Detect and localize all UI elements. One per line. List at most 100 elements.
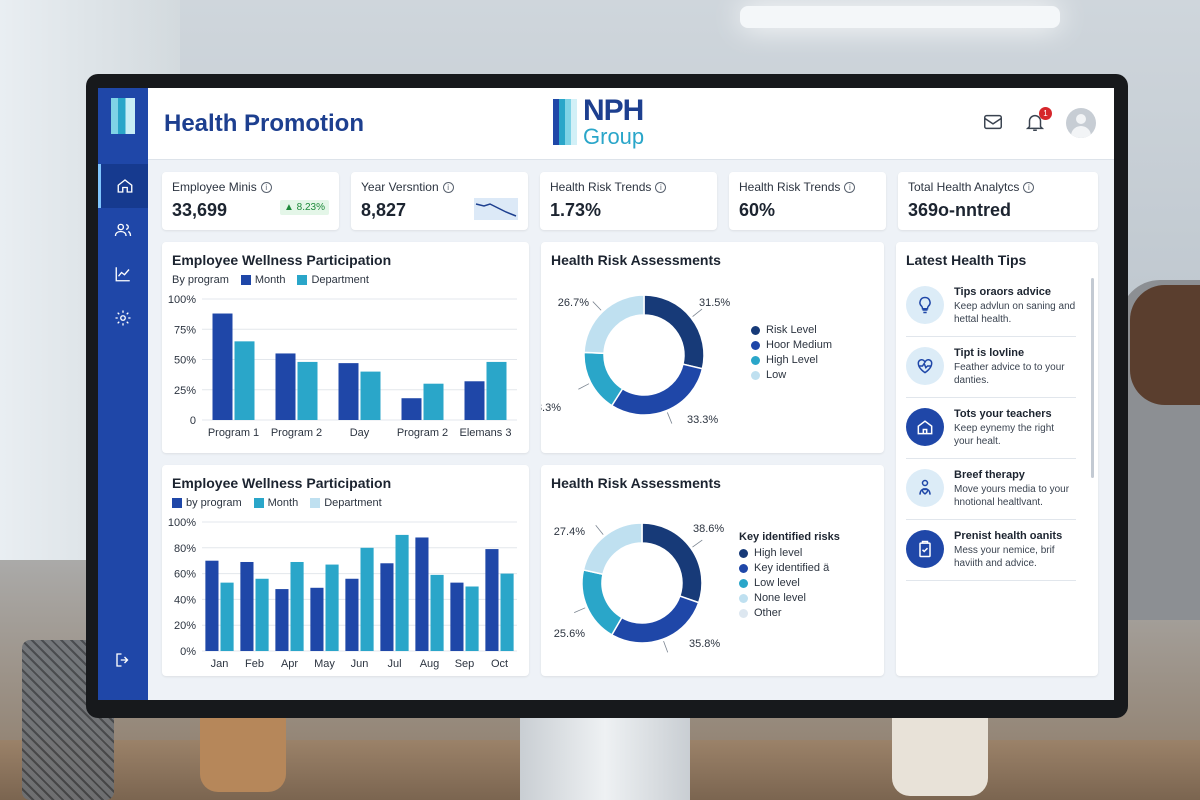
- legend-label: by program: [186, 497, 242, 509]
- slice-label: 18.3%: [541, 402, 561, 414]
- sparkline: [474, 198, 518, 220]
- wellness-participation-panel-1: 100% 75% 50% 25% 0 Program 1 Program 2 Day Progr…: [162, 242, 529, 453]
- house-icon: [906, 408, 944, 446]
- kpi-label: Health Risk Trends: [739, 180, 841, 194]
- bar-chart-1: 100% 75% 50% 25% 0 Program 1 Program 2 Day Progr…: [168, 294, 517, 439]
- kpi-label: Total Health Analytcs: [908, 180, 1020, 194]
- tip-item[interactable]: Tots your teachers Keep eynemy the right …: [906, 398, 1076, 459]
- tip-title: Breef therapy: [954, 469, 1025, 481]
- kpi-card-total-analytics: Total Health Analytcs i 369o-nntred: [898, 172, 1098, 230]
- brand-mark-icon: [553, 99, 577, 145]
- info-icon[interactable]: i: [655, 181, 667, 193]
- legend-dot: [739, 593, 748, 603]
- legend-item: Risk Level: [751, 324, 832, 336]
- tips-scrollbar[interactable]: [1091, 278, 1094, 478]
- info-icon[interactable]: i: [260, 181, 272, 193]
- y-tick-label: 60%: [174, 569, 196, 581]
- avatar[interactable]: [1066, 108, 1096, 138]
- sidebar-item-users[interactable]: [98, 208, 148, 252]
- kpi-label-row: Year Versntion i: [361, 180, 518, 194]
- sparkline-chart: [475, 203, 517, 217]
- tip-item[interactable]: Prenist health oanits Mess your nemice, b…: [906, 520, 1076, 581]
- y-tick-label: 0%: [180, 646, 196, 658]
- legend-label: Month: [267, 497, 299, 509]
- bar: [360, 371, 381, 420]
- y-tick-label: 20%: [174, 620, 196, 632]
- chart-legend: By program Month Department: [172, 274, 519, 286]
- x-tick-label: Program 2: [397, 427, 448, 439]
- slice-label: 26.7%: [558, 297, 589, 309]
- sidebar-item-settings[interactable]: [98, 296, 148, 340]
- kpi-value: 369o-nntred: [908, 200, 1012, 220]
- home-icon: [117, 179, 132, 193]
- sidebar-item-home[interactable]: [98, 164, 148, 208]
- tip-body: Breef therapy Move yours media to your hn…: [954, 469, 1076, 509]
- messages-button[interactable]: [982, 111, 1006, 135]
- main-area: Health Promotion NPH Group 1: [148, 88, 1114, 700]
- info-icon[interactable]: i: [1023, 181, 1035, 193]
- legend-item: Month: [240, 274, 285, 286]
- info-icon[interactable]: i: [844, 181, 856, 193]
- legend-label: By program: [172, 274, 229, 286]
- brand-logo: NPH Group: [553, 96, 644, 148]
- bar: [255, 578, 269, 651]
- donut-slice: [583, 294, 645, 355]
- bell-icon: [1025, 114, 1045, 131]
- legend-swatch: [310, 498, 321, 508]
- legend-dot: [751, 325, 760, 335]
- logout-icon: [116, 653, 129, 667]
- donut-chart-1: 31.5% 33.3% 18.3% 26.7%: [541, 294, 730, 426]
- tip-item[interactable]: Breef therapy Move yours media to your hn…: [906, 459, 1076, 520]
- notifications-button[interactable]: 1: [1024, 107, 1052, 135]
- legend-dot: [751, 355, 760, 365]
- tip-text: Mess your nemice, brif haviith and advic…: [954, 545, 1055, 569]
- y-tick-label: 50%: [174, 355, 196, 367]
- tip-item[interactable]: Tipt is lovline Feather advice to to your…: [906, 337, 1076, 398]
- sidebar: [98, 88, 148, 700]
- tip-body: Tips oraors advice Keep advlun on saning …: [954, 286, 1076, 326]
- legend-swatch: [253, 498, 264, 508]
- legend-title: Key identified risks: [739, 531, 840, 543]
- x-tick-label: Jan: [211, 658, 229, 670]
- tip-item[interactable]: Tips oraors advice Keep advlun on saning …: [906, 276, 1076, 337]
- bar: [338, 363, 359, 420]
- tip-title: Tots your teachers: [954, 408, 1052, 420]
- person-heart-icon: [906, 469, 944, 507]
- background-person-head: [1130, 285, 1200, 405]
- inbox-icon: [984, 114, 1002, 130]
- donut-slice: [610, 595, 700, 644]
- tip-text: Keep advlun on saning and hettal health.: [954, 301, 1076, 325]
- bar: [486, 361, 507, 420]
- heartbeat-icon: [906, 347, 944, 385]
- slice-label: 35.8%: [689, 638, 720, 650]
- tip-body: Tots your teachers Keep eynemy the right …: [954, 408, 1076, 448]
- legend-dot: [739, 548, 748, 558]
- kpi-card-year: Year Versntion i 8,827: [351, 172, 528, 230]
- label-leader: [692, 539, 703, 548]
- info-icon[interactable]: i: [442, 181, 454, 193]
- x-tick-label: Aug: [420, 658, 440, 670]
- kpi-label: Year Versntion: [361, 180, 439, 194]
- bar: [345, 578, 359, 651]
- brand-text: NPH Group: [583, 96, 644, 148]
- page-title: Health Promotion: [164, 109, 365, 137]
- sidebar-item-logout[interactable]: [98, 638, 148, 682]
- legend-item: None level: [739, 592, 840, 604]
- bar-chart-2: 100% 80% 60% 40% 20% 0% Jan Feb Apr May Jun Jul Aug S…: [168, 517, 517, 670]
- panel-title: Health Risk Assessments: [551, 252, 721, 268]
- bar: [275, 589, 289, 651]
- bar: [464, 381, 485, 420]
- bar: [401, 398, 422, 420]
- legend-label: Department: [324, 497, 382, 509]
- bar: [240, 561, 254, 651]
- bar: [485, 549, 499, 651]
- health-tips-panel: Latest Health Tips Tips oraors advice Kee…: [896, 242, 1098, 676]
- bar: [234, 341, 255, 420]
- sidebar-item-analytics[interactable]: [98, 252, 148, 296]
- kpi-label-row: Health Risk Trends i: [739, 180, 876, 194]
- y-tick-label: 75%: [174, 324, 196, 336]
- legend-item: High Level: [751, 354, 832, 366]
- x-tick-label: Apr: [281, 658, 298, 670]
- donut-slice: [582, 522, 643, 576]
- label-leader: [595, 525, 604, 535]
